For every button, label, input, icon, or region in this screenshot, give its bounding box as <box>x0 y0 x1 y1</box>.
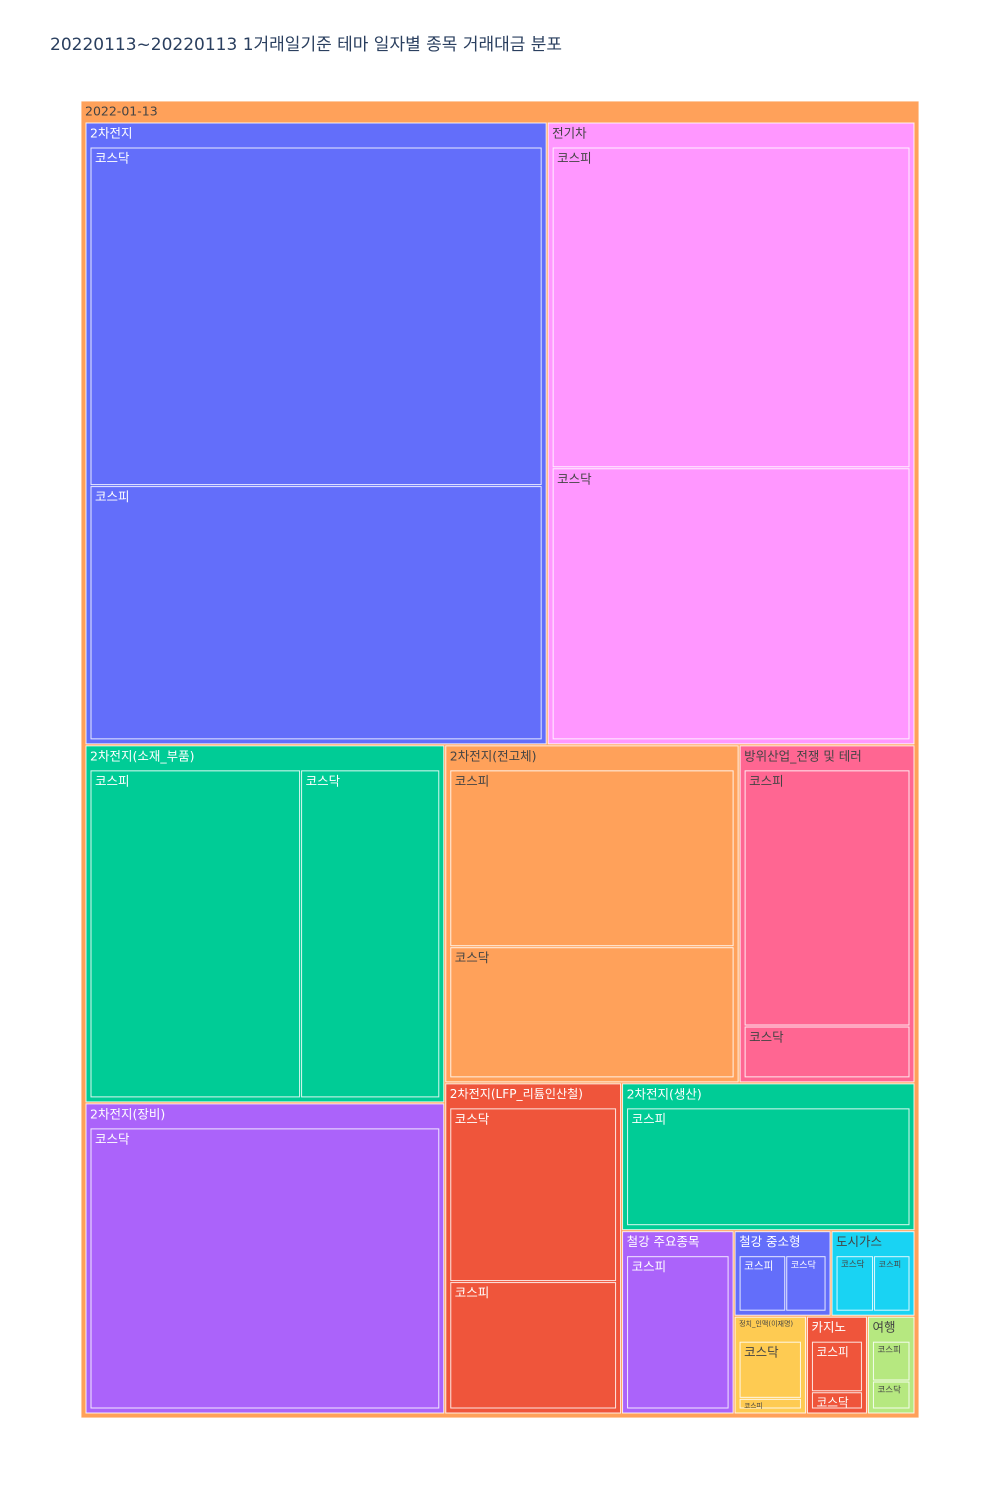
leaf-label: 코스피 <box>879 1259 902 1269</box>
leaf-label: 코스닥 <box>306 773 341 788</box>
theme-label: 방위산업_전쟁 및 테러 <box>744 748 862 763</box>
theme-label: 2차전지(소재_부품) <box>90 748 194 763</box>
leaf-box <box>739 1341 801 1398</box>
leaf-box <box>552 468 910 740</box>
leaf-box <box>811 1341 862 1392</box>
theme-label: 2차전지(LFP_리튬인산철) <box>450 1087 583 1101</box>
leaf-box <box>744 770 910 1026</box>
leaf-label: 코스피 <box>557 151 592 166</box>
chart-title: 20220113~20220113 1거래일기준 테마 일자별 종목 거래대금 … <box>50 35 562 55</box>
leaf-box <box>739 1398 801 1409</box>
leaf-box <box>872 1341 910 1381</box>
theme-label: 여행 <box>872 1320 895 1335</box>
theme-label: 철강 중소형 <box>739 1234 800 1249</box>
theme-label: 철강 주요종목 <box>627 1234 700 1249</box>
leaf-box <box>450 1282 617 1409</box>
leaf-box <box>872 1381 910 1409</box>
leaf-box <box>836 1256 874 1311</box>
leaf-label: 코스피 <box>455 1285 490 1300</box>
leaf-label: 코스닥 <box>455 950 490 965</box>
leaf-label: 코스닥 <box>877 1384 901 1395</box>
leaf-box <box>786 1256 826 1311</box>
leaf-box <box>627 1256 729 1409</box>
leaf-box <box>90 486 542 740</box>
leaf-label: 코스닥 <box>841 1259 865 1270</box>
leaf-label: 코스피 <box>744 1401 762 1410</box>
leaf-label: 코스피 <box>749 773 784 788</box>
leaf-box <box>739 1256 786 1311</box>
leaf-label: 코스피 <box>95 773 130 788</box>
theme-label: 2차전지 <box>90 126 132 141</box>
leaf-box <box>301 770 440 1098</box>
leaf-box <box>90 770 301 1098</box>
leaf-label: 코스닥 <box>95 151 130 166</box>
leaf-label: 코스피 <box>455 773 490 788</box>
leaf-box <box>744 1026 910 1078</box>
leaf-box <box>552 147 910 468</box>
leaf-label: 코스피 <box>632 1111 667 1126</box>
leaf-box <box>450 947 734 1078</box>
leaf-label: 코스피 <box>632 1259 667 1274</box>
leaf-label: 코스닥 <box>816 1395 849 1409</box>
theme-label: 카지노 <box>811 1320 846 1335</box>
leaf-label: 코스피 <box>816 1345 848 1359</box>
leaf-label: 코스피 <box>877 1346 900 1356</box>
theme-label: 정치_인맥(이재명) <box>739 1319 793 1328</box>
leaf-label: 코스피 <box>744 1260 773 1272</box>
theme-label: 전기차 <box>552 126 587 141</box>
leaf-box <box>90 147 542 486</box>
root-label: 2022-01-13 <box>85 104 158 119</box>
leaf-label: 코스닥 <box>557 471 592 486</box>
leaf-box <box>627 1108 910 1226</box>
theme-label: 2차전지(전고체) <box>450 748 537 763</box>
leaf-box <box>811 1392 862 1409</box>
leaf-label: 코스닥 <box>749 1030 784 1045</box>
leaf-box <box>90 1128 440 1409</box>
leaf-label: 코스피 <box>95 489 130 504</box>
theme-label: 도시가스 <box>836 1234 882 1249</box>
leaf-box <box>874 1256 910 1311</box>
theme-label: 2차전지(장비) <box>90 1106 165 1121</box>
leaf-label: 코스닥 <box>791 1260 817 1271</box>
leaf-label: 코스닥 <box>95 1131 130 1146</box>
theme-label: 2차전지(생산) <box>627 1086 702 1101</box>
leaf-box <box>450 1108 617 1282</box>
leaf-box <box>450 770 734 947</box>
leaf-label: 코스닥 <box>455 1111 490 1126</box>
leaf-label: 코스닥 <box>744 1345 779 1360</box>
